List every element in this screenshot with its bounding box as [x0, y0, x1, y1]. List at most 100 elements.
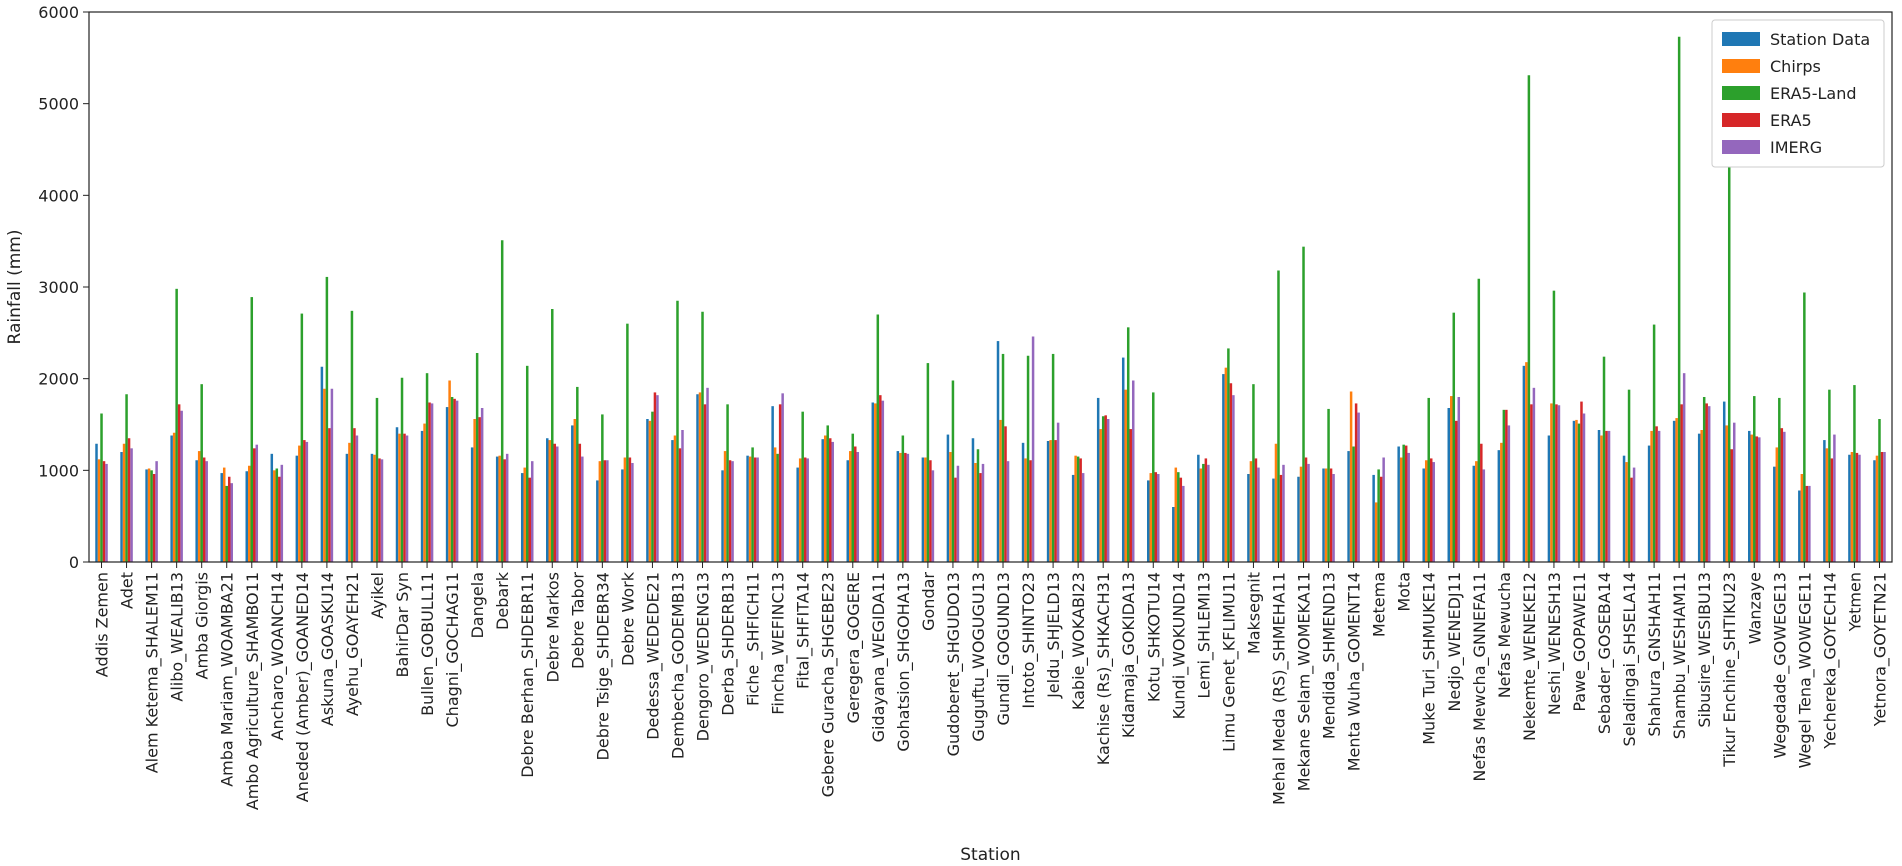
x-tick-label: Muke Turi_SHMUKE14: [1420, 572, 1440, 745]
y-axis-title: Rainfall (mm): [5, 230, 25, 345]
bar-station-data: [1397, 446, 1400, 562]
bar-era5-land: [1051, 353, 1055, 562]
x-tick-label: Debre Tsige_SHDEBR34: [593, 572, 613, 760]
bar-era5-land: [450, 397, 454, 562]
bar-era5-land: [1652, 324, 1656, 562]
bar-chirps: [1850, 452, 1854, 562]
bar-era5-land: [1878, 419, 1881, 562]
bar-era5: [1480, 443, 1483, 562]
bar-imerg: [1707, 406, 1711, 562]
bar-imerg: [105, 463, 108, 562]
bar-era5-land: [1277, 270, 1280, 562]
y-tick-label: 4000: [38, 186, 79, 205]
bar-chirps: [598, 461, 602, 562]
bar-era5-land: [1026, 355, 1030, 562]
bar-era5-land: [175, 288, 178, 562]
bar-era5-land: [100, 413, 103, 562]
bar-station-data: [1748, 430, 1751, 562]
bar-era5-land: [1001, 353, 1005, 562]
bar-imerg: [1758, 437, 1761, 562]
bar-chirps: [1475, 461, 1478, 562]
bar-era5-land: [1552, 290, 1556, 562]
bar-station-data: [1021, 442, 1025, 562]
bar-chirps: [1625, 462, 1628, 562]
bar-era5-land: [1477, 278, 1481, 562]
x-tick-label: Menta Wuha_GOMENT14: [1345, 572, 1365, 771]
bar-era5-land: [200, 384, 203, 562]
bar-era5-land: [1778, 397, 1781, 562]
bar-imerg: [1808, 485, 1811, 562]
x-tick-label: Seladingai_SHSELA14: [1620, 572, 1640, 746]
bar-chirps: [924, 457, 927, 562]
bar-era5-land: [225, 485, 228, 562]
x-tick-label: Dembecha_GODEMB13: [668, 572, 688, 759]
bar-era5-land: [1602, 356, 1606, 562]
bar-imerg: [956, 465, 960, 562]
bar-chirps: [222, 467, 226, 562]
bar-era5: [1630, 477, 1633, 562]
x-tick-label: Ayikel: [368, 572, 387, 619]
bar-station-data: [921, 457, 925, 562]
bar-imerg: [255, 444, 259, 562]
bar-imerg: [1332, 474, 1335, 562]
bar-station-data: [1722, 401, 1726, 562]
legend-swatch: [1722, 32, 1760, 46]
bar-era5-land: [1402, 444, 1405, 562]
x-tick-label: Lemi_SHLEMI13: [1194, 572, 1214, 699]
bar-imerg: [731, 461, 734, 562]
legend-label: ERA5-Land: [1770, 84, 1857, 103]
bar-era5-land: [1627, 389, 1631, 562]
bar-era5: [904, 452, 907, 562]
bar-era5: [1204, 458, 1208, 562]
x-tick-label: Gebere Guracha_SHGEBE23: [819, 572, 839, 797]
x-tick-label: Shambu_WESHAM11: [1670, 572, 1690, 739]
bar-imerg: [1507, 425, 1511, 562]
bar-imerg: [1006, 461, 1010, 562]
y-tick-label: 3000: [38, 278, 79, 297]
bar-chirps: [548, 440, 552, 562]
bar-era5-land: [425, 373, 429, 562]
bar-era5-land: [325, 276, 329, 562]
bar-era5: [678, 448, 682, 562]
bar-station-data: [270, 453, 274, 562]
bar-imerg: [1632, 467, 1636, 562]
bar-imerg: [1282, 464, 1285, 562]
x-tick-label: Adet: [118, 572, 137, 609]
bar-station-data: [1597, 430, 1601, 562]
bar-era5: [578, 443, 582, 562]
bar-era5-land: [1101, 416, 1105, 562]
bar-imerg: [1783, 431, 1786, 562]
bar-era5: [1029, 460, 1032, 562]
bar-station-data: [445, 407, 449, 562]
x-tick-label: Gudoberet_SHGUDO13: [944, 572, 964, 756]
bar-station-data: [746, 455, 749, 562]
bar-era5-land: [601, 414, 604, 562]
bar-era5-land: [701, 311, 704, 562]
bar-station-data: [1848, 454, 1851, 562]
bar-era5: [1805, 485, 1809, 562]
bar-era5-land: [1252, 384, 1255, 562]
bar-station-data: [1147, 480, 1150, 562]
bar-station-data: [1172, 507, 1175, 562]
bar-station-data: [696, 394, 699, 562]
y-tick-label: 2000: [38, 370, 79, 389]
x-tick-label: Yechereka_GOYECH14: [1820, 572, 1840, 750]
bar-chirps: [1399, 457, 1403, 562]
legend-label: Chirps: [1770, 57, 1821, 76]
bar-era5: [1780, 428, 1784, 562]
bar-station-data: [145, 469, 148, 562]
bar-era5: [1830, 458, 1834, 562]
bar-chirps: [1174, 467, 1178, 562]
bar-chirps: [874, 403, 877, 562]
bar-era5-land: [1202, 463, 1205, 562]
bar-station-data: [621, 469, 624, 562]
bar-imerg: [1482, 469, 1486, 562]
bar-imerg: [305, 441, 309, 562]
bar-era5-land: [951, 380, 955, 562]
bar-era5: [1379, 476, 1383, 562]
bar-station-data: [1121, 357, 1125, 562]
x-tick-label: Intoto_SHINTO23: [1019, 572, 1039, 709]
bar-chirps: [1024, 458, 1027, 562]
bar-era5-land: [901, 435, 905, 562]
bar-era5-land: [1577, 423, 1581, 562]
